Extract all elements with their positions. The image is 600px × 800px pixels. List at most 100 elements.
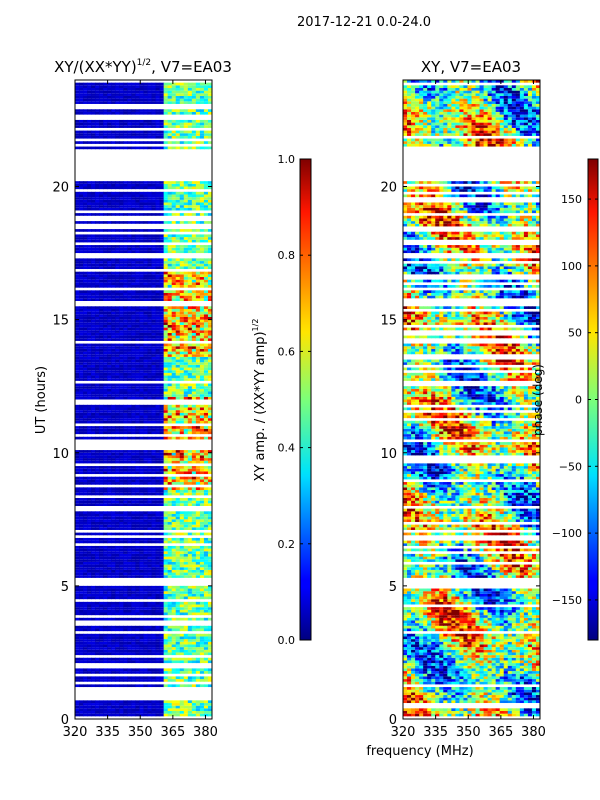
heatmap-cell — [187, 537, 193, 541]
heatmap-cell — [203, 271, 209, 275]
heatmap-cell — [103, 545, 108, 549]
heatmap-cell — [187, 348, 193, 352]
heatmap-cell — [143, 394, 149, 397]
heatmap-cell — [151, 452, 157, 456]
heatmap-cell — [79, 521, 84, 525]
heatmap-cell — [131, 647, 137, 650]
heatmap-cell — [87, 521, 92, 525]
heatmap-cell — [119, 359, 124, 363]
heatmap-cell — [75, 455, 80, 459]
heatmap-cell — [99, 479, 104, 483]
heatmap-cell — [203, 540, 209, 544]
heatmap-cell — [195, 282, 201, 286]
heatmap-cell — [111, 585, 116, 589]
heatmap-cell — [91, 322, 96, 325]
heatmap-cell — [207, 250, 212, 254]
heatmap-cell — [119, 679, 124, 682]
heatmap-cell — [143, 239, 149, 243]
heatmap-cell — [151, 700, 157, 704]
heatmap-cell — [203, 426, 209, 429]
heatmap-cell — [83, 207, 88, 211]
heatmap-cell — [107, 551, 112, 554]
heatmap-cell — [139, 420, 145, 424]
heatmap-cell — [199, 324, 205, 328]
heatmap-cell — [155, 330, 161, 333]
heatmap-cell — [131, 601, 137, 605]
heatmap-cell — [147, 274, 153, 278]
heatmap-cell — [207, 207, 212, 211]
heatmap-cell — [195, 545, 201, 549]
heatmap-cell — [147, 503, 153, 506]
heatmap-cell — [123, 234, 128, 238]
heatmap-cell — [111, 617, 116, 621]
heatmap-cell — [207, 492, 212, 496]
heatmap-cell — [143, 279, 149, 283]
heatmap-cell — [143, 378, 149, 381]
heatmap-cell — [127, 527, 133, 530]
heatmap-cell — [99, 356, 104, 360]
heatmap-cell — [91, 221, 96, 224]
heatmap-cell — [111, 298, 116, 301]
heatmap-cell — [139, 356, 145, 360]
heatmap-cell — [167, 591, 173, 594]
heatmap-cell — [123, 263, 128, 267]
heatmap-cell — [147, 247, 153, 251]
heatmap-cell — [207, 519, 212, 522]
heatmap-cell — [187, 652, 193, 656]
heatmap-cell — [159, 636, 165, 640]
heatmap-cell — [123, 703, 128, 706]
heatmap-cell — [79, 705, 84, 709]
heatmap-cell — [159, 703, 165, 706]
heatmap-cell — [95, 293, 100, 296]
heatmap-cell — [183, 221, 189, 224]
heatmap-cell — [123, 572, 128, 576]
heatmap-cell — [135, 370, 141, 373]
heatmap-cell — [179, 511, 185, 514]
heatmap-cell — [155, 295, 161, 299]
heatmap-cell — [87, 671, 92, 674]
heatmap-cell — [203, 388, 209, 392]
heatmap-cell — [203, 420, 209, 424]
heatmap-cell — [115, 356, 120, 360]
heatmap-cell — [191, 604, 197, 608]
heatmap-cell — [143, 375, 149, 379]
heatmap-cell — [135, 713, 141, 717]
heatmap-cell — [103, 492, 108, 496]
heatmap-cell — [207, 410, 212, 413]
heatmap-cell — [199, 545, 205, 549]
heatmap-cell — [107, 194, 112, 198]
heatmap-cell — [159, 351, 165, 355]
heatmap-cell — [143, 636, 149, 640]
heatmap-cell — [159, 404, 165, 408]
heatmap-cell — [191, 617, 197, 621]
heatmap-cell — [191, 351, 197, 355]
heatmap-cell — [199, 258, 205, 262]
heatmap-cell — [115, 426, 120, 429]
heatmap-cell — [107, 378, 112, 381]
heatmap-cell — [143, 676, 149, 680]
heatmap-cell — [147, 705, 153, 709]
heatmap-cell — [175, 607, 181, 610]
heatmap-cell — [199, 612, 205, 616]
heatmap-cell — [207, 498, 212, 501]
heatmap-cell — [187, 362, 193, 365]
heatmap-cell — [183, 596, 189, 600]
heatmap-cell — [199, 527, 205, 530]
heatmap-cell — [207, 652, 212, 656]
heatmap-cell — [151, 713, 157, 717]
heatmap-cell — [159, 561, 165, 565]
heatmap-cell — [87, 277, 92, 280]
heatmap-cell — [83, 585, 88, 589]
heatmap-cell — [187, 455, 193, 459]
heatmap-cell — [115, 545, 120, 549]
heatmap-cell — [87, 593, 92, 597]
heatmap-cell — [131, 524, 137, 528]
heatmap-cell — [99, 569, 104, 573]
heatmap-cell — [139, 407, 145, 411]
heatmap-cell — [171, 471, 177, 475]
heatmap-cell — [147, 492, 153, 496]
heatmap-cell — [91, 471, 96, 475]
heatmap-cell — [203, 436, 209, 440]
heatmap-cell — [163, 311, 169, 315]
heatmap-cell — [195, 388, 201, 392]
